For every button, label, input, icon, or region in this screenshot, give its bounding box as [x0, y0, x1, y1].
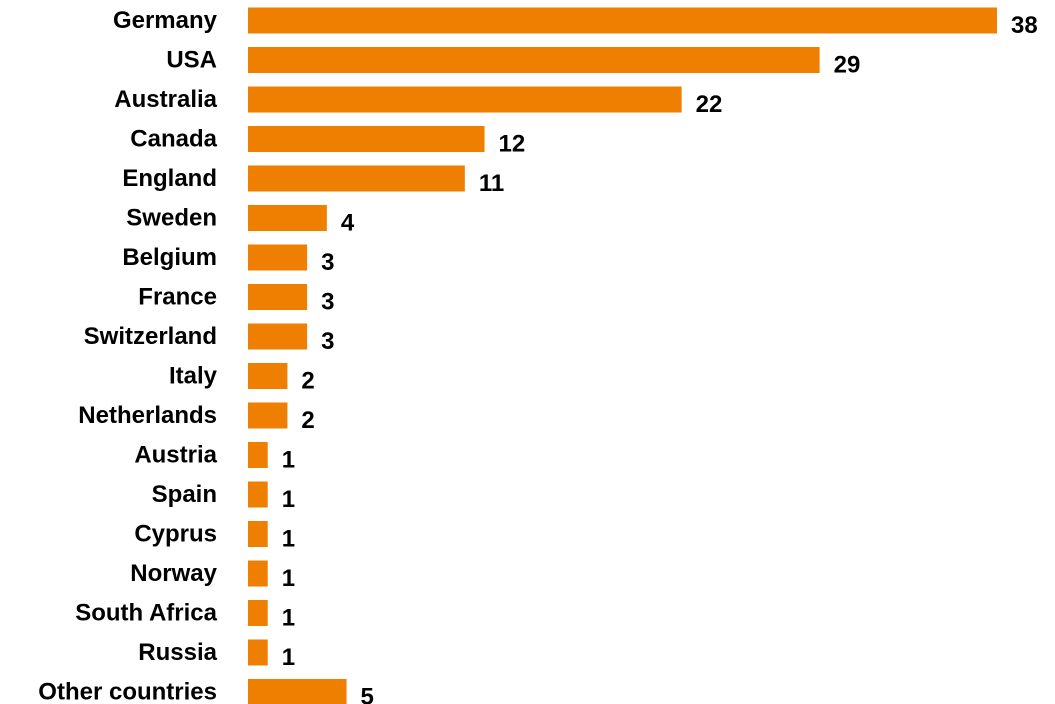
value-label-australia: 22: [696, 91, 723, 118]
bar-austria: [248, 442, 268, 468]
bar-france: [248, 284, 308, 310]
bar-south-africa: [248, 600, 268, 626]
bar-spain: [248, 481, 268, 508]
value-label-netherlands: 2: [301, 407, 314, 434]
value-label-south-africa: 1: [282, 605, 295, 632]
category-label-sweden: Sweden: [126, 205, 217, 232]
bar-england: [248, 165, 465, 192]
bar-belgium: [248, 244, 308, 271]
value-label-france: 3: [321, 289, 334, 316]
bar-norway: [248, 560, 268, 587]
category-label-canada: Canada: [130, 126, 217, 153]
category-label-spain: Spain: [152, 481, 217, 508]
bar-italy: [248, 363, 288, 389]
category-label-italy: Italy: [169, 363, 218, 390]
bar-russia: [248, 639, 268, 666]
category-label-other-countries: Other countries: [38, 679, 217, 704]
category-label-belgium: Belgium: [122, 244, 217, 271]
bar-switzerland: [248, 323, 308, 350]
category-label-russia: Russia: [138, 639, 217, 666]
value-label-canada: 12: [499, 131, 526, 158]
value-label-other-countries: 5: [361, 684, 374, 704]
bar-other-countries: [248, 679, 347, 704]
bar-netherlands: [248, 402, 288, 429]
bars-layer: [248, 7, 997, 704]
category-label-south-africa: South Africa: [75, 600, 217, 627]
value-label-england: 11: [479, 170, 504, 197]
bar-germany: [248, 7, 997, 34]
value-label-usa: 29: [834, 52, 861, 79]
category-label-france: France: [138, 284, 217, 311]
value-label-norway: 1: [282, 565, 295, 592]
value-label-switzerland: 3: [321, 328, 334, 355]
category-labels: Germany USA Australia Canada England Sweden Be…: [38, 7, 217, 704]
category-label-cyprus: Cyprus: [134, 521, 217, 548]
bar-canada: [248, 126, 485, 152]
value-label-cyprus: 1: [282, 526, 295, 553]
value-label-spain: 1: [282, 486, 295, 513]
category-label-netherlands: Netherlands: [78, 402, 217, 429]
category-label-usa: USA: [166, 47, 217, 74]
value-label-austria: 1: [282, 447, 295, 474]
bar-australia: [248, 86, 682, 113]
value-label-germany: 38: [1011, 12, 1038, 39]
category-label-switzerland: Switzerland: [84, 323, 217, 350]
bar-cyprus: [248, 521, 268, 547]
category-label-germany: Germany: [113, 7, 218, 34]
category-label-england: England: [122, 165, 217, 192]
value-label-belgium: 3: [321, 249, 334, 276]
value-label-sweden: 4: [341, 210, 355, 237]
value-label-russia: 1: [282, 644, 295, 671]
category-label-norway: Norway: [130, 560, 217, 587]
value-label-italy: 2: [301, 368, 314, 395]
category-label-australia: Australia: [114, 86, 217, 113]
bar-sweden: [248, 205, 327, 231]
category-label-austria: Austria: [134, 442, 217, 469]
bar-usa: [248, 47, 820, 73]
